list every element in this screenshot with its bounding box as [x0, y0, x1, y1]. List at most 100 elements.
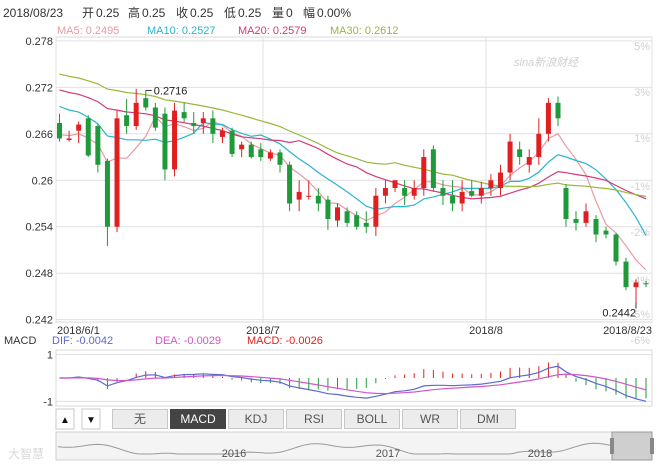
candle-body [57, 122, 62, 139]
candle-body [66, 138, 72, 141]
volume-label: 量 [272, 6, 284, 20]
tab-dmi[interactable]: DMI [460, 409, 516, 429]
low-label: 低 [224, 6, 236, 20]
candle-body [239, 144, 245, 150]
ma20-legend: MA20: 0.2579 [238, 25, 307, 37]
nav-buttons: ▲ ▼ [55, 408, 101, 430]
candle-body [143, 98, 149, 108]
tab-boll[interactable]: BOLL [344, 409, 400, 429]
open-label: 开 [82, 6, 94, 20]
date-axis: 2018/6/1 2018/7 2018/8 2018/8/23 [57, 325, 652, 337]
candle-body [181, 112, 187, 119]
pct-tick-label: 3% [634, 87, 650, 99]
x-tick-label: 2018/6/1 [57, 325, 100, 337]
pct-tick-label: -1% [630, 181, 650, 193]
candle-body [382, 188, 388, 196]
candle-body [517, 149, 523, 158]
y-tick-label: 0.242 [25, 315, 53, 327]
candle-body [219, 130, 225, 137]
candle-body [440, 188, 446, 196]
candle-body [603, 230, 609, 235]
candle-body [152, 107, 158, 128]
candle-body [478, 188, 484, 196]
candle-body [526, 157, 532, 165]
navigator-line [57, 442, 651, 455]
candles [57, 88, 649, 303]
pct-tick-label: -6% [630, 335, 650, 347]
macd-tick-label: 1 [47, 350, 53, 362]
candle-body [536, 133, 542, 158]
candle-body [411, 188, 417, 196]
candle-body [555, 102, 561, 119]
pct-tick-label: 1% [634, 133, 650, 145]
pct-tick-label: -5% [630, 309, 650, 321]
range-navigator[interactable]: 2016 2017 2018 大智慧 [8, 431, 654, 461]
change-label: 幅 [303, 5, 315, 20]
tab-macd[interactable]: MACD [170, 409, 226, 429]
up-button[interactable] [55, 408, 75, 430]
candle-body [267, 152, 273, 159]
candle-body [430, 149, 436, 189]
y-tick-label: 0.248 [25, 268, 53, 280]
tab-wr[interactable]: WR [402, 409, 458, 429]
ma5-legend: MA5: 0.2495 [57, 25, 119, 37]
candle-body [76, 124, 82, 131]
candle-body [402, 188, 408, 196]
candle-body [248, 144, 254, 158]
candle-body [104, 160, 110, 227]
ma10-legend: MA10: 0.2527 [147, 25, 216, 37]
navigator-handle-left[interactable] [610, 438, 614, 454]
down-button[interactable] [81, 408, 101, 430]
close-value: 0.25 [190, 6, 214, 20]
close-label: 收 [176, 6, 188, 20]
pct-tick-label: -4% [630, 275, 650, 287]
tab-none[interactable]: 无 [112, 409, 168, 429]
x-tick-label: 2018/8 [469, 325, 503, 337]
volume-value: 0 [286, 6, 293, 20]
candle-body [563, 188, 569, 219]
dzh-watermark: 大智慧 [8, 446, 44, 461]
candle-body [497, 172, 503, 189]
candle-body [315, 195, 321, 204]
indicator-tabs: 无 MACD KDJ RSI BOLL WR DMI [112, 409, 518, 429]
candle-body [373, 195, 379, 227]
candle-body [392, 180, 398, 189]
navigator-window[interactable] [611, 431, 653, 461]
price-axis: 0.278 0.272 0.266 0.26 0.254 0.248 0.242 [25, 36, 53, 327]
tab-kdj[interactable]: KDJ [228, 409, 284, 429]
y-tick-label: 0.278 [25, 36, 53, 48]
candle-body [95, 126, 101, 165]
navigator-track[interactable] [55, 431, 653, 461]
up-arrow-icon[interactable]: ▲ [60, 415, 70, 426]
hist-legend: MACD: -0.0026 [247, 335, 323, 347]
candle-body [335, 207, 341, 221]
down-arrow-icon[interactable]: ▼ [86, 415, 96, 426]
tab-rsi[interactable]: RSI [286, 409, 342, 429]
dif-legend: DIF: -0.0042 [52, 335, 113, 347]
high-annotation: 0.2716 [154, 85, 188, 97]
open-value: 0.25 [96, 6, 120, 20]
candle-body [613, 234, 619, 262]
dea-line [59, 373, 647, 395]
candle-body [593, 218, 599, 235]
low-annotation: 0.2442 [602, 308, 636, 320]
candle-body [277, 152, 283, 165]
candle-body [573, 218, 579, 223]
navigator-handle-right[interactable] [650, 438, 654, 454]
x-tick-label: 2018/8/23 [603, 325, 652, 337]
candle-body [85, 118, 91, 156]
candle-body [172, 110, 178, 170]
candle-body [633, 282, 639, 288]
pct-tick-label: 5% [634, 41, 650, 53]
candle-body [344, 211, 350, 223]
candle-body [545, 102, 551, 134]
ma30-legend: MA30: 0.2612 [330, 25, 399, 37]
candle-body [306, 195, 312, 197]
y-tick-label: 0.26 [32, 175, 53, 187]
sina-watermark: sina新浪财经 [514, 56, 579, 69]
macd-frame [55, 349, 653, 407]
candle-body [200, 118, 206, 123]
candle-body [507, 141, 513, 173]
nav-year-2018: 2018 [528, 448, 552, 460]
candle-body [643, 283, 649, 285]
